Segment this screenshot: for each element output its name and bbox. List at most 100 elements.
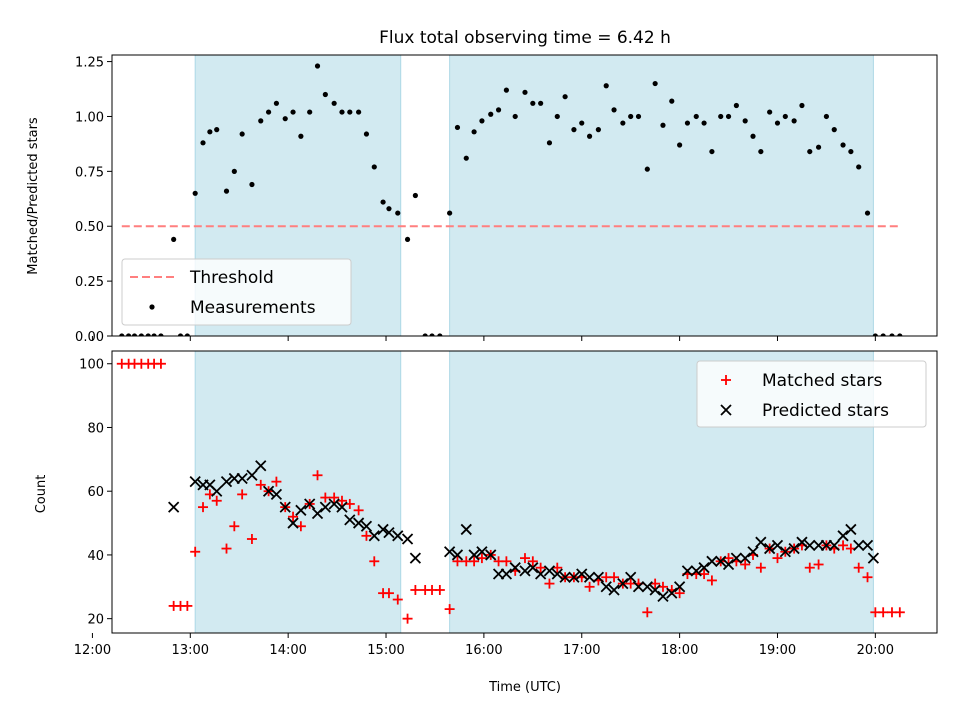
matched-star-point — [295, 521, 306, 532]
matched-star-point — [211, 495, 222, 506]
matched-star-point — [699, 569, 710, 580]
measurement-point — [538, 100, 544, 106]
predicted-mark-b — [837, 530, 849, 542]
matched-star-point — [552, 562, 563, 573]
plot-area — [116, 358, 905, 624]
legend: Matched stars Predicted stars — [696, 360, 927, 428]
predicted-mark-b — [319, 501, 331, 513]
predicted-star-point — [867, 552, 880, 564]
predicted-mark-b — [535, 568, 547, 580]
measurement-point — [184, 333, 190, 336]
predicted-star-point — [311, 507, 324, 520]
predicted-star-point — [328, 498, 340, 510]
matched-star-point — [894, 607, 905, 618]
predicted-mark-b — [706, 555, 718, 567]
predicted-star-point — [632, 581, 645, 593]
predicted-mark-b — [211, 485, 223, 497]
predicted-star-point — [527, 562, 539, 574]
observing-interval-1 — [449, 54, 874, 337]
measurement-point — [404, 236, 411, 243]
measurement-point — [356, 109, 362, 115]
matched-star-point — [434, 584, 445, 595]
measurement-point — [864, 210, 871, 216]
matched-star-point — [723, 553, 734, 564]
y-tick-label: 0.25 — [75, 275, 104, 290]
legend-measurement-label: Measurements — [190, 298, 316, 318]
measurement-point — [595, 127, 601, 133]
predicted-star-point — [804, 539, 816, 552]
matched-star-point — [182, 600, 193, 611]
predicted-star-point — [706, 555, 718, 567]
predicted-star-point — [625, 571, 637, 583]
predicted-mark-b — [592, 571, 605, 583]
measurement-point — [214, 127, 220, 133]
measurement-point — [586, 133, 593, 139]
predicted-star-point — [649, 584, 661, 596]
predicted-mark-b — [600, 581, 612, 593]
predicted-mark-b — [468, 549, 480, 561]
matched-star-point — [344, 498, 355, 509]
predicted-star-point — [211, 485, 223, 497]
predicted-star-point — [576, 568, 588, 580]
predicted-mark-b — [551, 568, 563, 580]
measurement-point — [530, 100, 536, 106]
predicted-mark-b — [336, 501, 348, 513]
count-panel: 20 40 60 80 100 12:00 13:00 14:00 15:00 16:00 17:0… — [74, 350, 938, 658]
measurement-point — [249, 181, 255, 188]
matched-star-point — [804, 562, 815, 573]
predicted-mark-b — [804, 539, 816, 552]
predicted-star-point — [189, 476, 201, 488]
predicted-mark-b — [649, 584, 661, 596]
measurement-point — [579, 120, 585, 126]
x-axis-label: Time (UTC) — [488, 680, 561, 695]
measurement-point — [331, 100, 337, 106]
measurement-point — [660, 122, 666, 128]
measurement-point — [339, 109, 345, 115]
matched-star-point — [674, 588, 685, 599]
predicted-mark-b — [673, 581, 686, 593]
matched-star-point — [706, 575, 717, 586]
measurement-point — [488, 111, 494, 117]
predicted-mark-b — [867, 552, 880, 564]
predicted-mark-b — [559, 571, 571, 583]
predicted-mark-b — [460, 523, 472, 536]
x-tick-label: 17:00 — [563, 643, 600, 658]
predicted-star-point — [568, 571, 580, 583]
matched-star-point — [320, 492, 331, 503]
predicted-star-point — [368, 530, 380, 542]
legend-matched-label: Matched stars — [762, 371, 882, 391]
predicted-star-point — [828, 539, 840, 552]
predicted-star-point — [845, 523, 857, 536]
predicted-mark-b — [771, 539, 784, 552]
matched-star-point — [402, 613, 413, 624]
predicted-mark-b — [641, 581, 653, 593]
predicted-mark-b — [853, 539, 865, 552]
predicted-mark-b — [328, 498, 340, 510]
predicted-star-point — [468, 549, 480, 561]
predicted-mark-b — [401, 533, 414, 545]
matched-star-point — [255, 479, 266, 490]
matched-star-point — [452, 556, 463, 567]
measurement-point — [177, 333, 184, 336]
predicted-star-point — [451, 549, 464, 561]
y-tick-label: 1.00 — [75, 110, 104, 125]
y-tick-label: 20 — [87, 613, 104, 628]
predicted-mark-b — [377, 523, 389, 536]
measurement-point — [347, 109, 353, 115]
measurement-point — [823, 113, 830, 120]
measurement-point — [750, 133, 756, 139]
ratio-panel: 0.00 0.25 0.50 0.75 1.00 1.25 Threshold Measure… — [75, 54, 938, 345]
predicted-mark-b — [747, 546, 759, 558]
matched-star-point — [444, 604, 455, 615]
predicted-mark-b — [698, 562, 710, 574]
predicted-mark-b — [681, 565, 694, 577]
measurement-point — [231, 168, 237, 174]
legend-box — [121, 258, 352, 326]
measurement-point — [512, 113, 518, 120]
predicted-star-point — [255, 460, 267, 472]
predicted-mark-b — [246, 469, 258, 481]
y-tick-label: 40 — [87, 549, 104, 564]
x-tick-label: 15:00 — [367, 643, 404, 658]
x-tick-label: 19:00 — [759, 643, 796, 658]
measurement-point — [145, 333, 151, 336]
